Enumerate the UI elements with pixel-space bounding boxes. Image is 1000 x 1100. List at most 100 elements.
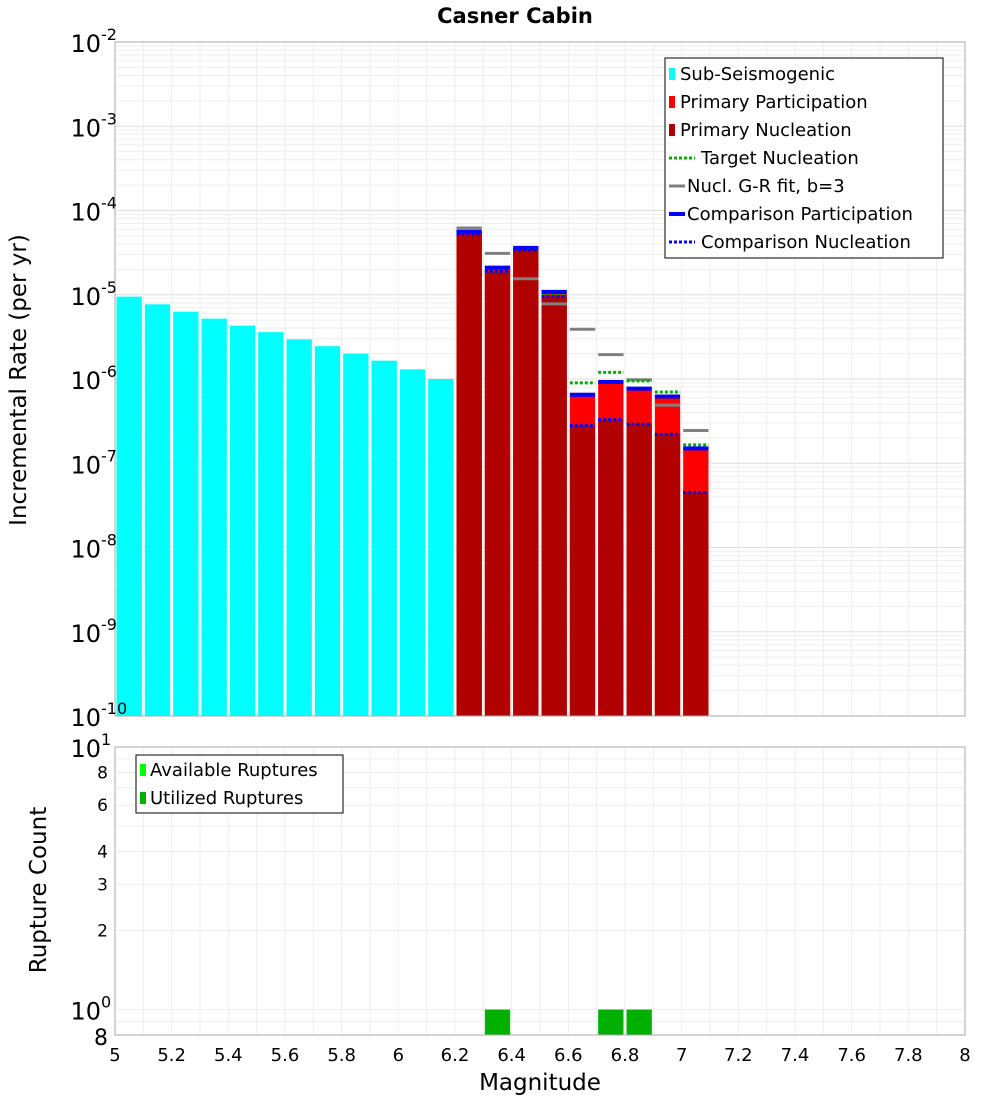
sub-seismogenic-bar [428, 379, 454, 716]
y-tick-exponent: -10 [101, 699, 127, 718]
top-lines [456, 226, 709, 494]
utilized-ruptures-bar [484, 1009, 511, 1035]
primary-nucleation-bar [569, 425, 596, 716]
x-tick-label: 5.4 [214, 1045, 243, 1066]
legend-label: Primary Nucleation [680, 120, 852, 141]
sub-seismogenic-bar [229, 325, 256, 716]
y-tick-exponent: -7 [101, 446, 117, 465]
sub-seismogenic-bar [258, 332, 284, 716]
x-tick-label: 5 [109, 1045, 120, 1066]
primary-nucleation-bar [626, 424, 652, 716]
y-tick-label: 10 [70, 998, 101, 1026]
legend-swatch [140, 764, 146, 776]
legend-swatch [140, 792, 146, 804]
y-tick-label: 10 [70, 620, 101, 648]
sub-seismogenic-bar [399, 369, 426, 716]
bottom-bars [484, 1009, 652, 1035]
y-tick-label: 8 [97, 763, 108, 783]
sub-seismogenic-bar [116, 296, 142, 716]
legend-label: Sub-Seismogenic [680, 64, 835, 85]
sub-seismogenic-bar [173, 311, 199, 716]
chart-title: Casner Cabin [437, 4, 593, 28]
x-tick-label: 5.6 [271, 1045, 300, 1066]
legend-box [664, 57, 944, 259]
y-tick-label: 10 [70, 704, 101, 732]
primary-nucleation-bar [541, 296, 567, 716]
x-ticks: 5 5.2 5.4 5.6 5.8 6 6.2 6.4 6.6 6.8 7 7.2 7.4 7.6 7.8 8 [109, 1045, 970, 1066]
sub-seismogenic-bar [371, 360, 397, 716]
x-axis-label: Magnitude [479, 1070, 601, 1096]
y-tick-label: 10 [70, 283, 101, 311]
legend-swatch [669, 96, 675, 108]
sub-seismogenic-bar [144, 304, 171, 716]
top-bars [116, 231, 709, 717]
legend-label: Utilized Ruptures [150, 788, 303, 809]
x-tick-label: 7.8 [894, 1045, 923, 1066]
x-tick-label: 7.6 [837, 1045, 866, 1066]
legend-label: Comparison Nucleation [701, 232, 911, 253]
sub-seismogenic-bar [286, 339, 312, 716]
top-y-ticks: 10-210-310-410-510-610-710-810-910-10 [70, 25, 127, 732]
y-tick-label: 4 [97, 842, 108, 862]
x-tick-label: 6 [393, 1045, 404, 1066]
y-tick-exponent: -6 [101, 362, 117, 381]
sub-seismogenic-bar [343, 353, 369, 716]
primary-nucleation-bar [484, 271, 511, 716]
x-tick-label: 8 [959, 1045, 970, 1066]
top-grid [114, 42, 966, 717]
legend-label: Target Nucleation [700, 148, 859, 169]
primary-nucleation-bar [598, 419, 624, 716]
y-tick-label: 6 [97, 796, 108, 816]
legend-label: Comparison Participation [687, 204, 913, 225]
top-legend: Sub-Seismogenic Primary Participation Prim… [664, 57, 944, 259]
utilized-ruptures-bar [626, 1009, 652, 1035]
x-tick-label: 6.4 [497, 1045, 526, 1066]
legend-label: Available Ruptures [150, 760, 318, 781]
legend-swatch [669, 124, 675, 136]
y-tick-label: 10 [70, 199, 101, 227]
y-tick-exponent: -9 [101, 615, 117, 634]
bottom-legend: Available Ruptures Utilized Ruptures [135, 754, 344, 814]
legend-label: Nucl. G-R fit, b=3 [687, 176, 845, 197]
legend-label: Primary Participation [680, 92, 868, 113]
y-tick-label: 10 [70, 735, 101, 763]
primary-nucleation-bar [456, 234, 482, 717]
x-tick-label: 7 [676, 1045, 687, 1066]
y-tick-label: 3 [97, 875, 108, 895]
y-tick-label: 10 [70, 367, 101, 395]
y-tick-label: 10 [70, 451, 101, 479]
y-tick-label: 10 [70, 114, 101, 142]
legend-box [135, 754, 344, 814]
y-tick-exponent: -8 [101, 531, 117, 550]
y-tick-label: 10 [70, 536, 101, 564]
x-tick-label: 5.8 [327, 1045, 356, 1066]
y-tick-label: 10 [70, 30, 101, 58]
x-tick-label: 7.2 [724, 1045, 753, 1066]
bottom-y-axis-label: Rupture Count [26, 807, 52, 973]
y-tick-exponent: -2 [101, 25, 117, 44]
x-tick-label: 5.2 [157, 1045, 186, 1066]
y-tick-exponent: -4 [101, 194, 117, 213]
y-tick-exponent: -3 [101, 109, 117, 128]
primary-nucleation-bar [513, 249, 539, 716]
x-tick-label: 6.6 [554, 1045, 583, 1066]
bottom-plot-frame [114, 746, 966, 1036]
x-tick-label: 6.2 [441, 1045, 470, 1066]
top-plot-frame [114, 41, 966, 717]
top-y-axis-label: Incremental Rate (per yr) [6, 234, 32, 526]
y-tick-label: 2 [97, 922, 108, 942]
x-tick-label: 7.4 [781, 1045, 810, 1066]
y-tick-exponent: 0 [101, 993, 111, 1012]
y-tick-exponent: 1 [101, 730, 111, 749]
sub-seismogenic-bar [314, 346, 341, 716]
sub-seismogenic-bar [201, 318, 227, 716]
x-tick-label: 6.8 [611, 1045, 640, 1066]
utilized-ruptures-bar [598, 1009, 624, 1035]
legend-swatch [669, 68, 675, 80]
y-tick-exponent: -5 [101, 278, 117, 297]
primary-nucleation-bar [683, 492, 709, 716]
y-tick-label: 8 [94, 1026, 108, 1051]
primary-nucleation-bar [654, 434, 681, 716]
